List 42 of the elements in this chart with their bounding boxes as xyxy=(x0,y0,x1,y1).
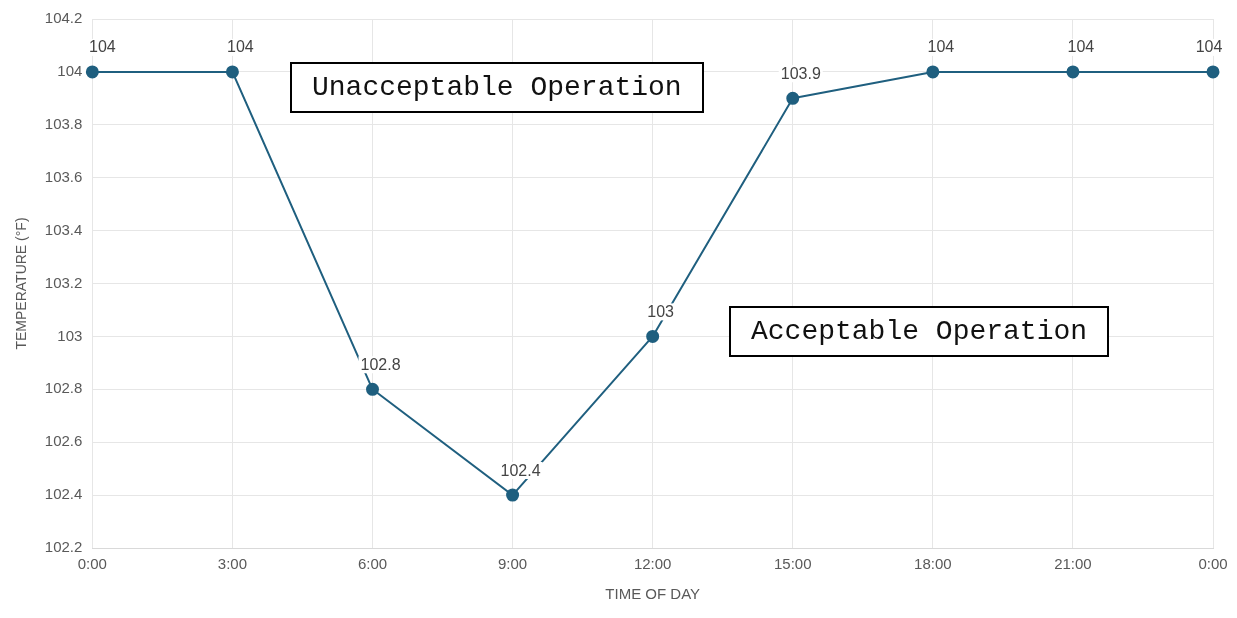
y-tick-label: 103.8 xyxy=(44,114,83,132)
data-label: 104 xyxy=(88,38,116,56)
point xyxy=(1206,65,1220,79)
y-tick-label: 102.4 xyxy=(44,485,83,503)
data-label: 104 xyxy=(1195,38,1223,56)
point xyxy=(786,91,800,105)
point xyxy=(225,65,239,79)
y-tick-label: 102.2 xyxy=(44,538,83,556)
y-tick-label: 103 xyxy=(57,326,83,344)
x-tick-label: 6:00 xyxy=(357,555,388,573)
data-label: 102.4 xyxy=(500,461,541,479)
data-label: 102.8 xyxy=(360,355,401,373)
point xyxy=(366,382,379,396)
data-label: 103 xyxy=(647,302,675,320)
x-tick-label: 18:00 xyxy=(914,555,952,573)
x-tick-label: 9:00 xyxy=(497,555,528,573)
point xyxy=(506,488,520,502)
y-axis-title: TEMPERATURE (°F) xyxy=(13,217,30,350)
annotation: Unacceptable Operation xyxy=(290,62,704,113)
y-tick-label: 103.4 xyxy=(44,220,83,238)
y-tick-label: 103.6 xyxy=(44,167,83,185)
data-label: 104 xyxy=(927,38,955,56)
y-tick-label: 102.8 xyxy=(44,379,83,397)
x-tick-label: 21:00 xyxy=(1054,555,1092,573)
data-label: 104 xyxy=(227,38,254,56)
point xyxy=(1066,65,1080,79)
data-label: 104 xyxy=(1067,38,1095,56)
point xyxy=(646,329,660,343)
x-tick-label: 15:00 xyxy=(773,555,812,573)
annotation: Acceptable Operation xyxy=(729,306,1110,357)
y-tick-label: 103.2 xyxy=(44,273,83,291)
data-label: 103.9 xyxy=(780,64,821,82)
y-tick-label: 102.6 xyxy=(44,432,83,450)
x-tick-label: 12:00 xyxy=(633,555,672,573)
x-tick-label: 3:00 xyxy=(217,555,248,573)
x-axis-title: TIME OF DAY xyxy=(605,585,701,603)
point xyxy=(926,65,940,79)
y-tick-label: 104.2 xyxy=(44,9,83,27)
x-tick-label: 0:00 xyxy=(77,555,107,573)
point xyxy=(85,65,99,79)
x-tick-label: 0:00 xyxy=(1198,555,1228,573)
y-tick-label: 104 xyxy=(57,62,83,80)
